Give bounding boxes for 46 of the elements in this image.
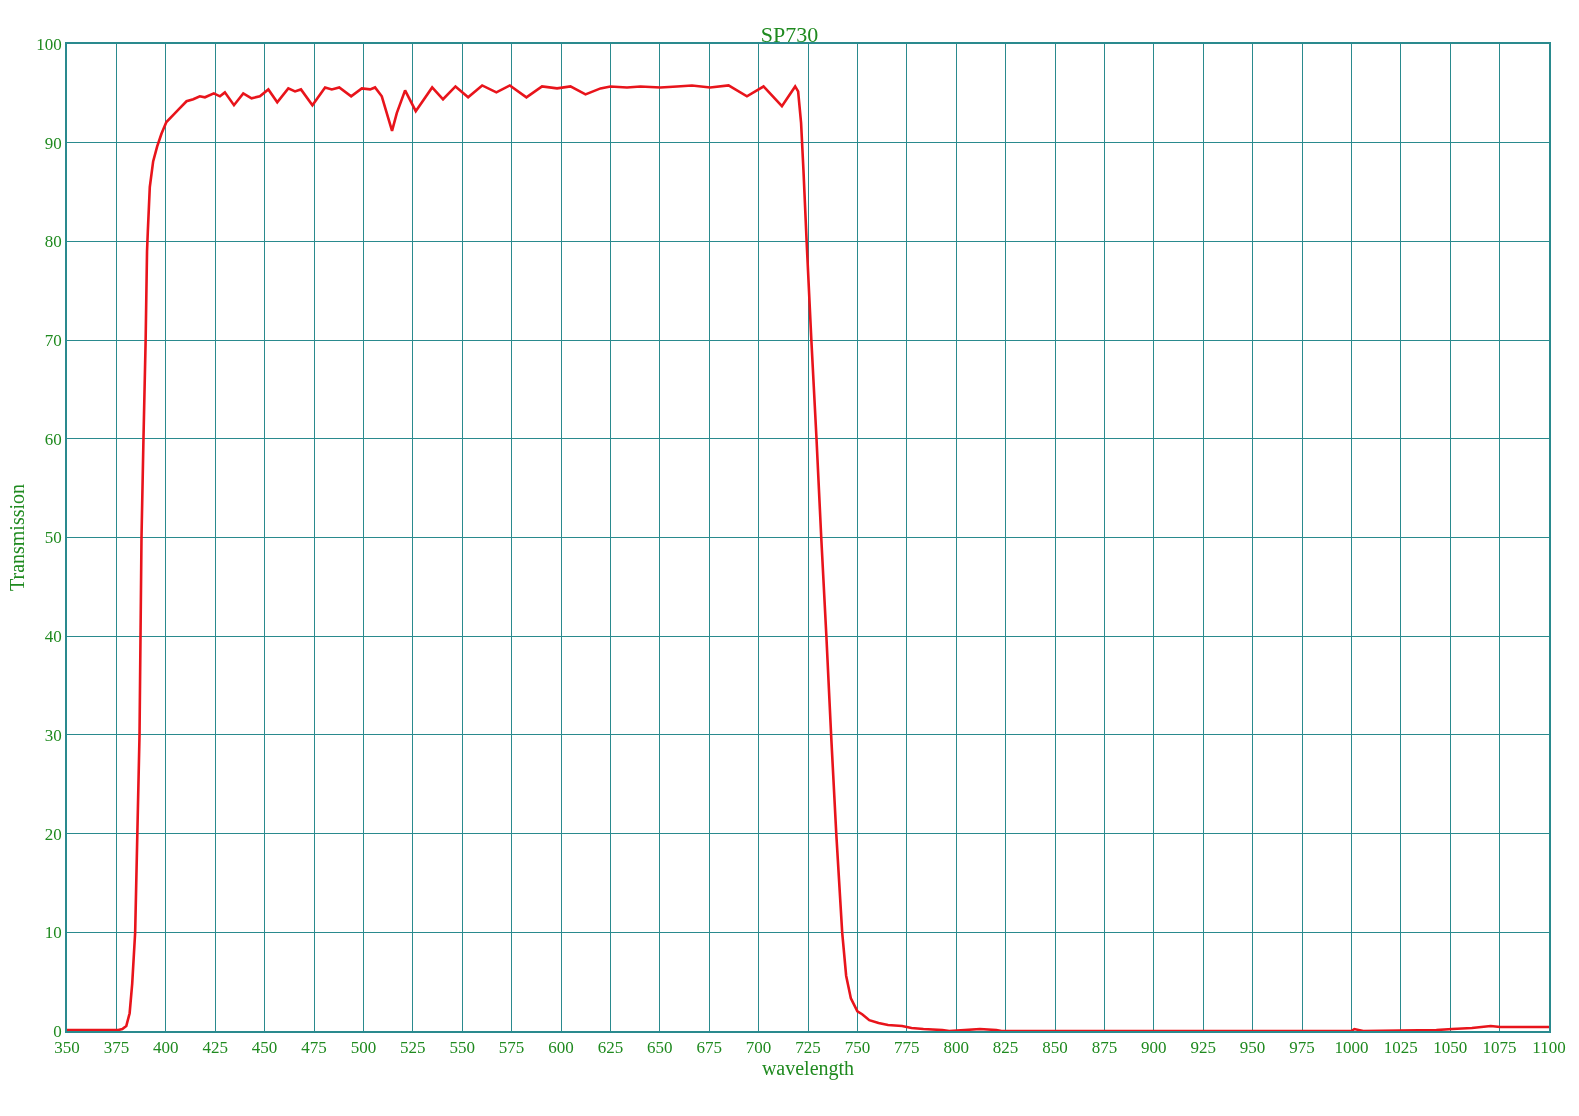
y-tick-label: 10 (44, 923, 62, 943)
x-tick-label: 800 (943, 1038, 969, 1058)
x-tick-label: 775 (894, 1038, 920, 1058)
x-tick-label: 1075 (1482, 1038, 1517, 1058)
x-tick-label: 900 (1141, 1038, 1167, 1058)
x-tick-label: 975 (1289, 1038, 1315, 1058)
x-tick-label: 950 (1239, 1038, 1266, 1058)
x-tick-label: 400 (153, 1038, 179, 1058)
x-tick-label: 350 (54, 1038, 80, 1058)
x-tick-label: 425 (202, 1038, 228, 1058)
x-tick-label: 575 (498, 1038, 525, 1058)
x-tick-label: 700 (745, 1038, 772, 1058)
y-tick-label: 50 (44, 528, 62, 548)
y-tick-label: 0 (53, 1021, 62, 1041)
y-tick-label: 70 (44, 331, 62, 351)
x-tick-label: 475 (301, 1038, 327, 1058)
y-tick-label: 60 (44, 429, 62, 449)
y-axis-title: Transmission (6, 483, 29, 592)
chart-title: SP730 (760, 21, 819, 47)
y-tick-label: 30 (44, 725, 62, 745)
x-tick-label: 500 (350, 1038, 377, 1058)
x-tick-label: 875 (1091, 1038, 1118, 1058)
x-tick-label: 1000 (1334, 1038, 1369, 1058)
x-tick-label: 750 (844, 1038, 871, 1058)
y-tick-label: 90 (44, 133, 62, 153)
x-axis-title: wavelength (761, 1057, 855, 1081)
x-tick-label: 550 (449, 1038, 475, 1058)
y-tick-label: 100 (36, 34, 62, 54)
x-tick-label: 1050 (1433, 1038, 1468, 1058)
y-tick-label: 80 (44, 232, 62, 252)
x-tick-label: 525 (400, 1038, 426, 1058)
x-tick-label: 850 (1042, 1038, 1068, 1058)
x-tick-label: 825 (992, 1038, 1019, 1058)
x-tick-label: 650 (647, 1038, 673, 1058)
y-tick-label: 20 (44, 824, 62, 844)
x-tick-label: 1025 (1383, 1038, 1418, 1058)
x-tick-label: 725 (795, 1038, 821, 1058)
x-tick-label: 450 (251, 1038, 278, 1058)
x-tick-label: 625 (597, 1038, 624, 1058)
x-tick-label: 1100 (1532, 1038, 1566, 1058)
x-tick-label: 600 (548, 1038, 574, 1058)
x-tick-label: 925 (1190, 1038, 1216, 1058)
line-series (67, 84, 1549, 1031)
x-tick-label: 675 (696, 1038, 722, 1058)
x-tick-label: 375 (103, 1038, 130, 1058)
y-tick-label: 40 (44, 627, 62, 647)
